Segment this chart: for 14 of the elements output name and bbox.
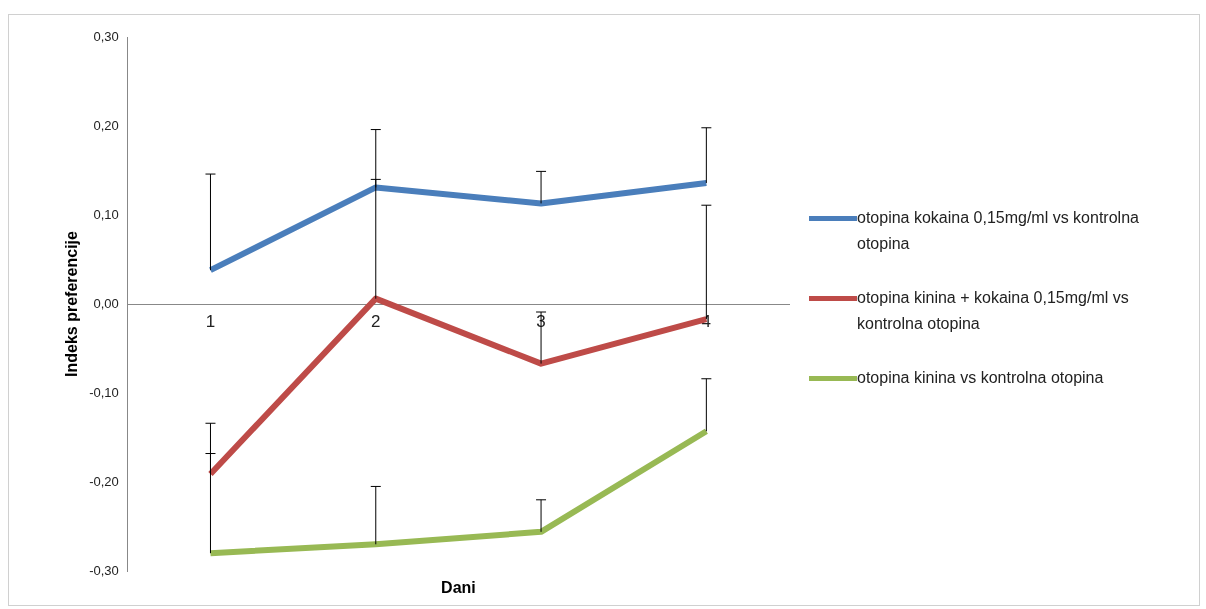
x-tick-label: 2	[371, 311, 381, 331]
legend-label: otopina kinina vs kontrolna otopina	[857, 368, 1104, 388]
y-axis-title: Indeks preferencije	[63, 230, 81, 377]
x-axis-title: Dani	[441, 579, 476, 597]
x-tick-label: 1	[205, 311, 216, 331]
y-tick-label: 0,00	[93, 295, 119, 311]
y-tick-label: -0,20	[89, 473, 119, 489]
legend-label: otopina kokaina 0,15mg/ml vs kontrolna otopina	[857, 208, 1140, 254]
y-tick-label: 0,30	[93, 28, 119, 44]
y-tick-label: -0,30	[89, 562, 119, 578]
y-tick-label: 0,20	[93, 117, 119, 133]
y-tick-label: 0,10	[93, 206, 119, 222]
legend-label: otopina kinina + kokaina 0,15mg/ml vs kontrolna otopina	[857, 288, 1130, 334]
y-tick-label: -0,10	[89, 384, 119, 400]
